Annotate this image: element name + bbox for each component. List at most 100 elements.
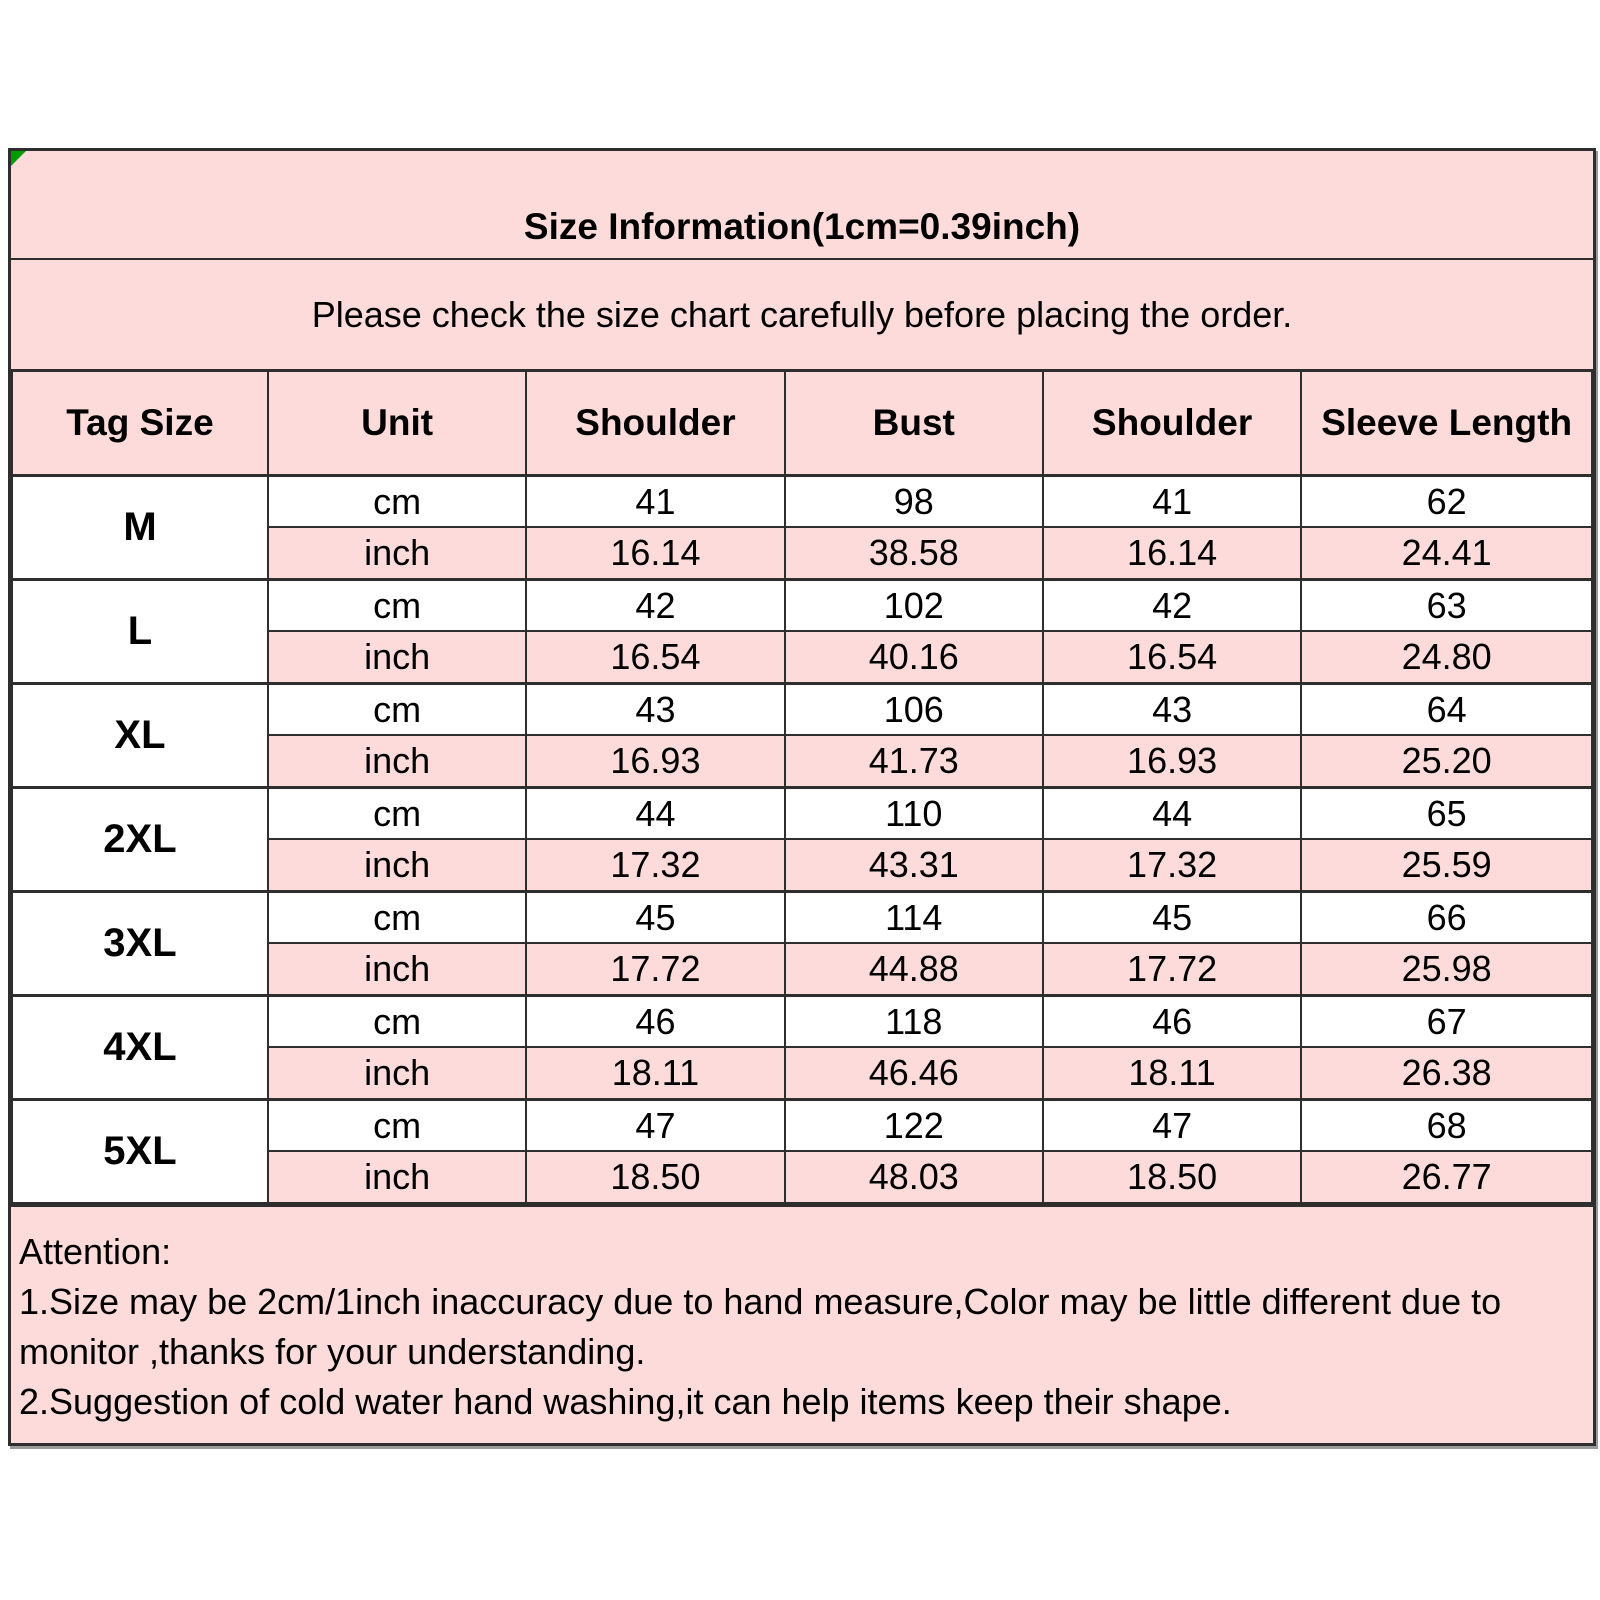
value-cell: 64	[1300, 682, 1593, 736]
value-cell: 43	[525, 682, 786, 736]
value-cell: 118	[783, 994, 1044, 1048]
tag-size-cell: 2XL	[11, 786, 269, 893]
unit-cell: cm	[266, 1098, 528, 1152]
value-cell: 16.54	[1041, 630, 1303, 685]
value-cell: 24.80	[1300, 630, 1593, 685]
tag-size-cell: M	[11, 474, 269, 581]
tag-size-cell: 4XL	[11, 994, 269, 1101]
value-cell: 45	[525, 890, 786, 944]
attention-heading: Attention:	[19, 1231, 172, 1272]
table-header-row: Tag Size Unit Shoulder Bust Shoulder Sle…	[11, 370, 1593, 477]
value-cell: 18.50	[525, 1150, 786, 1204]
value-cell: 16.93	[1041, 734, 1303, 789]
page-subtitle: Please check the size chart carefully be…	[11, 260, 1593, 370]
value-cell: 16.54	[525, 630, 786, 685]
table-row-m-inch: inch 16.14 38.58 16.14 24.41	[12, 526, 1593, 581]
value-cell: 47	[1041, 1098, 1303, 1152]
value-cell: 18.11	[1041, 1046, 1303, 1101]
column-header-shoulder: Shoulder	[525, 370, 786, 477]
value-cell: 41.73	[783, 734, 1044, 789]
green-corner-marker	[11, 151, 26, 166]
value-cell: 16.93	[525, 734, 786, 789]
value-cell: 48.03	[783, 1150, 1044, 1204]
value-cell: 47	[525, 1098, 786, 1152]
table-row-3xl-inch: inch 17.72 44.88 17.72 25.98	[12, 942, 1593, 997]
table-row-xl-inch: inch 16.93 41.73 16.93 25.20	[12, 734, 1593, 789]
value-cell: 46	[1041, 994, 1303, 1048]
value-cell: 42	[1041, 578, 1303, 632]
value-cell: 110	[783, 786, 1044, 840]
unit-cell: cm	[266, 682, 528, 736]
table-row-2xl-cm: 2XL cm 44 110 44 65	[11, 786, 1593, 893]
unit-cell: inch	[266, 942, 528, 997]
value-cell: 44	[525, 786, 786, 840]
unit-cell: inch	[266, 1150, 528, 1204]
value-cell: 16.14	[525, 526, 786, 581]
value-cell: 18.11	[525, 1046, 786, 1101]
value-cell: 26.38	[1300, 1046, 1593, 1101]
value-cell: 46	[525, 994, 786, 1048]
tag-size-cell: 5XL	[11, 1098, 269, 1204]
unit-cell: cm	[266, 578, 528, 632]
table-row-l-inch: inch 16.54 40.16 16.54 24.80	[12, 630, 1593, 685]
table-row-4xl-cm: 4XL cm 46 118 46 67	[11, 994, 1593, 1101]
tag-size-cell: XL	[11, 682, 269, 789]
value-cell: 106	[783, 682, 1044, 736]
attention-line: 2.Suggestion of cold water hand washing,…	[19, 1381, 1232, 1422]
size-table: Tag Size Unit Shoulder Bust Shoulder Sle…	[11, 370, 1593, 1204]
value-cell: 17.32	[525, 838, 786, 893]
table-row-3xl-cm: 3XL cm 45 114 45 66	[11, 890, 1593, 997]
value-cell: 68	[1300, 1098, 1593, 1152]
value-cell: 25.59	[1300, 838, 1593, 893]
value-cell: 46.46	[783, 1046, 1044, 1101]
unit-cell: inch	[266, 1046, 528, 1101]
unit-cell: inch	[266, 838, 528, 893]
unit-cell: inch	[266, 526, 528, 581]
value-cell: 41	[525, 474, 786, 528]
tag-size-cell: 3XL	[11, 890, 269, 997]
unit-cell: inch	[266, 630, 528, 685]
value-cell: 98	[783, 474, 1044, 528]
table-row-xl-cm: XL cm 43 106 43 64	[11, 682, 1593, 789]
table-row-2xl-inch: inch 17.32 43.31 17.32 25.59	[12, 838, 1593, 893]
table-row-5xl-cm: 5XL cm 47 122 47 68	[11, 1098, 1593, 1204]
value-cell: 18.50	[1041, 1150, 1303, 1204]
value-cell: 65	[1300, 786, 1593, 840]
value-cell: 45	[1041, 890, 1303, 944]
value-cell: 41	[1041, 474, 1303, 528]
value-cell: 122	[783, 1098, 1044, 1152]
value-cell: 114	[783, 890, 1044, 944]
value-cell: 17.32	[1041, 838, 1303, 893]
column-header-bust: Bust	[783, 370, 1044, 477]
value-cell: 63	[1300, 578, 1593, 632]
unit-cell: cm	[266, 994, 528, 1048]
tag-size-cell: L	[11, 578, 269, 685]
value-cell: 24.41	[1300, 526, 1593, 581]
value-cell: 40.16	[783, 630, 1044, 685]
size-chart: Size Information(1cm=0.39inch) Please ch…	[8, 148, 1596, 1446]
unit-cell: cm	[266, 890, 528, 944]
table-row-4xl-inch: inch 18.11 46.46 18.11 26.38	[12, 1046, 1593, 1101]
table-row-l-cm: L cm 42 102 42 63	[11, 578, 1593, 685]
value-cell: 102	[783, 578, 1044, 632]
table-row-5xl-inch: inch 18.50 48.03 18.50 26.77	[12, 1150, 1593, 1204]
attention-line: monitor ,thanks for your understanding.	[19, 1331, 646, 1372]
value-cell: 43.31	[783, 838, 1044, 893]
column-header-unit: Unit	[266, 370, 528, 477]
value-cell: 44.88	[783, 942, 1044, 997]
column-header-tag-size: Tag Size	[11, 370, 269, 477]
attention-line: 1.Size may be 2cm/1inch inaccuracy due t…	[19, 1281, 1502, 1322]
value-cell: 38.58	[783, 526, 1044, 581]
value-cell: 25.98	[1300, 942, 1593, 997]
column-header-sleeve-length: Sleeve Length	[1300, 370, 1593, 477]
unit-cell: cm	[266, 786, 528, 840]
unit-cell: cm	[266, 474, 528, 528]
value-cell: 62	[1300, 474, 1593, 528]
table-row-m-cm: M cm 41 98 41 62	[11, 474, 1593, 581]
value-cell: 43	[1041, 682, 1303, 736]
value-cell: 17.72	[1041, 942, 1303, 997]
value-cell: 67	[1300, 994, 1593, 1048]
value-cell: 26.77	[1300, 1150, 1593, 1204]
value-cell: 25.20	[1300, 734, 1593, 789]
value-cell: 16.14	[1041, 526, 1303, 581]
